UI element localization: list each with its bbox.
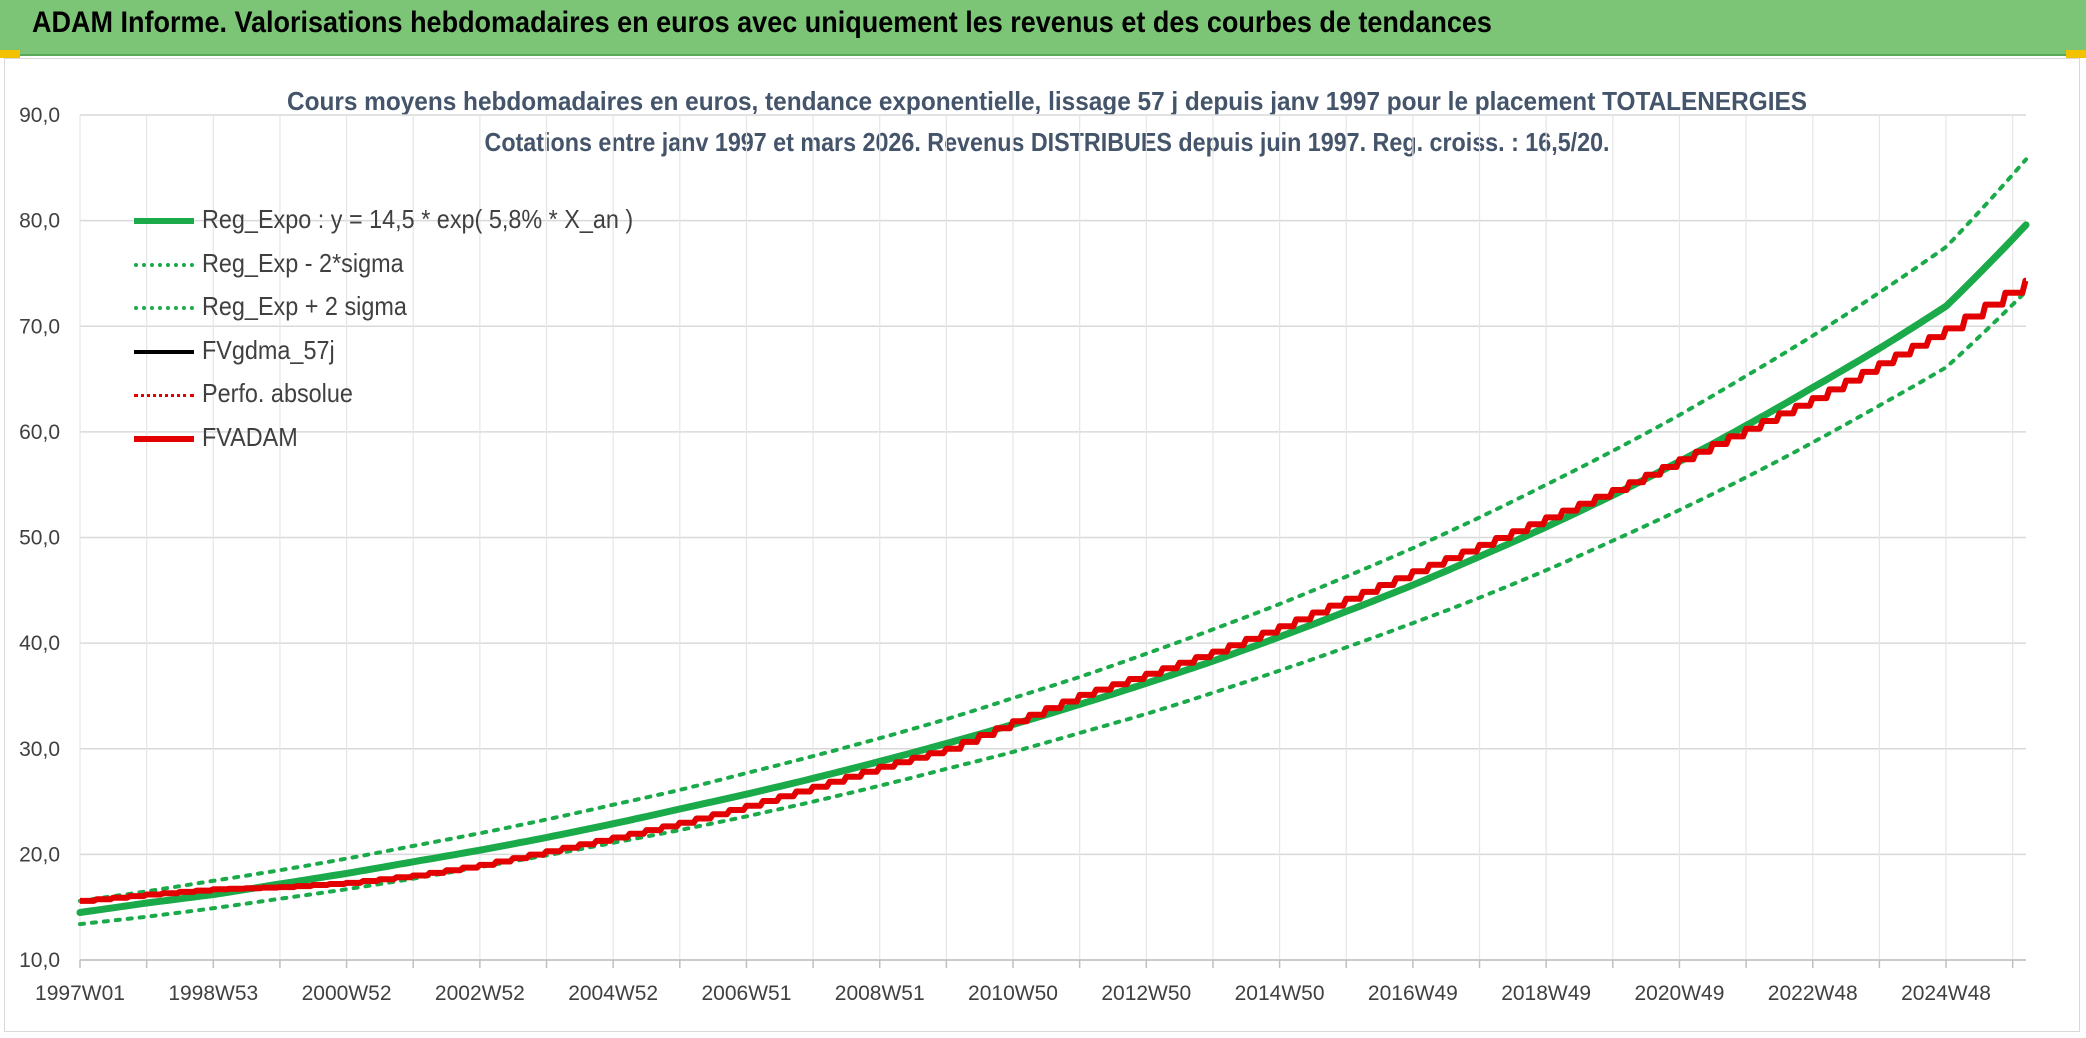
legend-label: Reg_Expo : y = 14,5 * exp( 5,8% * X_an ): [202, 204, 634, 234]
x-tick-label: 2022W48: [1768, 982, 1858, 1005]
x-tick-label: 1997W01: [35, 982, 125, 1005]
x-tick-label: 2008W51: [835, 982, 925, 1005]
legend-swatch: [134, 306, 194, 310]
corner-marker-left: [0, 50, 20, 58]
chart-frame: [4, 58, 2080, 1032]
y-tick-label: 70,0: [19, 315, 60, 338]
legend-label: Reg_Exp - 2*sigma: [202, 247, 404, 278]
legend-swatch: [134, 394, 194, 397]
y-tick-label: 30,0: [19, 738, 60, 761]
x-tick-label: 2018W49: [1501, 982, 1591, 1005]
x-axis: 1997W01 1998W53 2000W52 2002W52 2004W52 2006W…: [35, 959, 2026, 1005]
x-tick-label: 2024W48: [1901, 982, 1991, 1005]
x-tick-label: 2010W50: [968, 982, 1058, 1005]
chart-title: Cours moyens hebdomadaires en euros, ten…: [287, 86, 1807, 116]
chart-subtitle: Cotations entre janv 1997 et mars 2026. …: [485, 127, 1610, 157]
banner-title: ADAM Informe. Valorisations hebdomadaire…: [32, 6, 1492, 39]
corner-marker-right: [2066, 50, 2086, 58]
legend-label: FVgdma_57j: [202, 334, 335, 365]
x-tick-label: 2016W49: [1368, 982, 1458, 1005]
x-tick-label: 2000W52: [302, 982, 392, 1005]
x-tick-label: 2020W49: [1634, 982, 1724, 1005]
legend-label: FVADAM: [202, 421, 298, 452]
x-tick-label: 2014W50: [1235, 982, 1325, 1005]
x-tick-label: 1998W53: [168, 982, 258, 1005]
x-tick-label: 2004W52: [568, 982, 658, 1005]
y-tick-label: 80,0: [19, 210, 60, 233]
y-tick-label: 10,0: [19, 949, 60, 972]
y-tick-label: 90,0: [19, 104, 60, 127]
series-line-reg-exp-minus: [78, 289, 2028, 927]
series-line-reg-exp-plus: [78, 157, 2028, 903]
header-banner: ADAM Informe. Valorisations hebdomadaire…: [0, 0, 2086, 56]
legend-swatch: [134, 349, 194, 354]
legend-label: Perfo. absolue: [202, 378, 353, 408]
y-axis: 10,0 20,0 30,0 40,0 50,0 60,0 70,0 80,0 90,0: [19, 104, 60, 972]
y-tick-label: 20,0: [19, 843, 60, 866]
legend-swatch: [134, 262, 194, 267]
x-tick-label: 2012W50: [1101, 982, 1191, 1005]
x-tick-label: 2006W51: [701, 982, 791, 1005]
x-tick-label: 2002W52: [435, 982, 525, 1005]
y-tick-label: 50,0: [19, 527, 60, 550]
grid-lines: [79, 114, 2026, 961]
series-line-fvadam: [80, 277, 2029, 904]
series-line-reg-expo: [76, 221, 2030, 916]
series-lines: [76, 157, 2030, 927]
legend-label: Reg_Exp + 2 sigma: [202, 291, 407, 321]
y-tick-label: 60,0: [19, 421, 60, 444]
y-tick-label: 40,0: [19, 632, 60, 655]
legend-swatch: [134, 218, 194, 224]
legend-swatch: [134, 435, 194, 442]
